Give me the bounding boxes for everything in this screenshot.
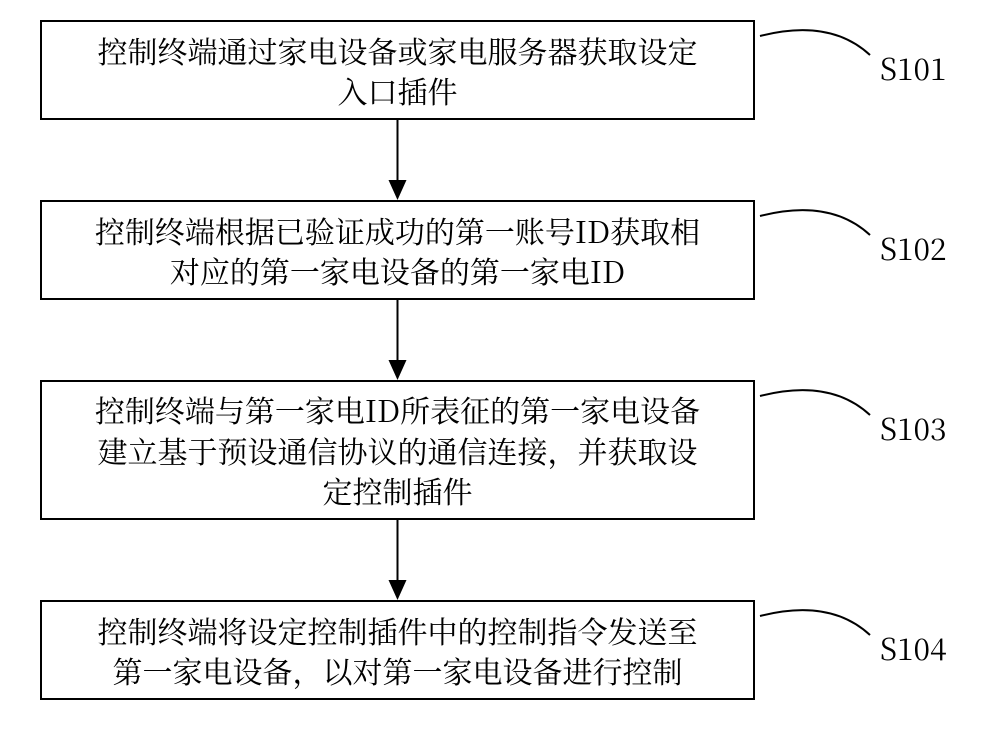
step-label-s104: S104: [880, 625, 947, 669]
step-text: 控制终端将设定控制插件中的控制指令发送至 第一家电设备，以对第一家电设备进行控制: [54, 610, 741, 691]
step-label-s101: S101: [880, 45, 947, 89]
flowchart-step-s104: 控制终端将设定控制插件中的控制指令发送至 第一家电设备，以对第一家电设备进行控制: [40, 600, 755, 700]
flowchart-canvas: 控制终端通过家电设备或家电服务器获取设定 入口插件 S101 控制终端根据已验证…: [0, 0, 1000, 739]
flowchart-step-s103: 控制终端与第一家电ID所表征的第一家电设备 建立基于预设通信协议的通信连接，并获…: [40, 380, 755, 520]
flowchart-step-s101: 控制终端通过家电设备或家电服务器获取设定 入口插件: [40, 20, 755, 120]
step-text: 控制终端根据已验证成功的第一账号ID获取相 对应的第一家电设备的第一家电ID: [54, 210, 741, 291]
step-text: 控制终端与第一家电ID所表征的第一家电设备 建立基于预设通信协议的通信连接，并获…: [54, 389, 741, 511]
step-label-s103: S103: [880, 405, 947, 449]
step-text: 控制终端通过家电设备或家电服务器获取设定 入口插件: [54, 30, 741, 111]
flowchart-step-s102: 控制终端根据已验证成功的第一账号ID获取相 对应的第一家电设备的第一家电ID: [40, 200, 755, 300]
step-label-s102: S102: [880, 225, 947, 269]
